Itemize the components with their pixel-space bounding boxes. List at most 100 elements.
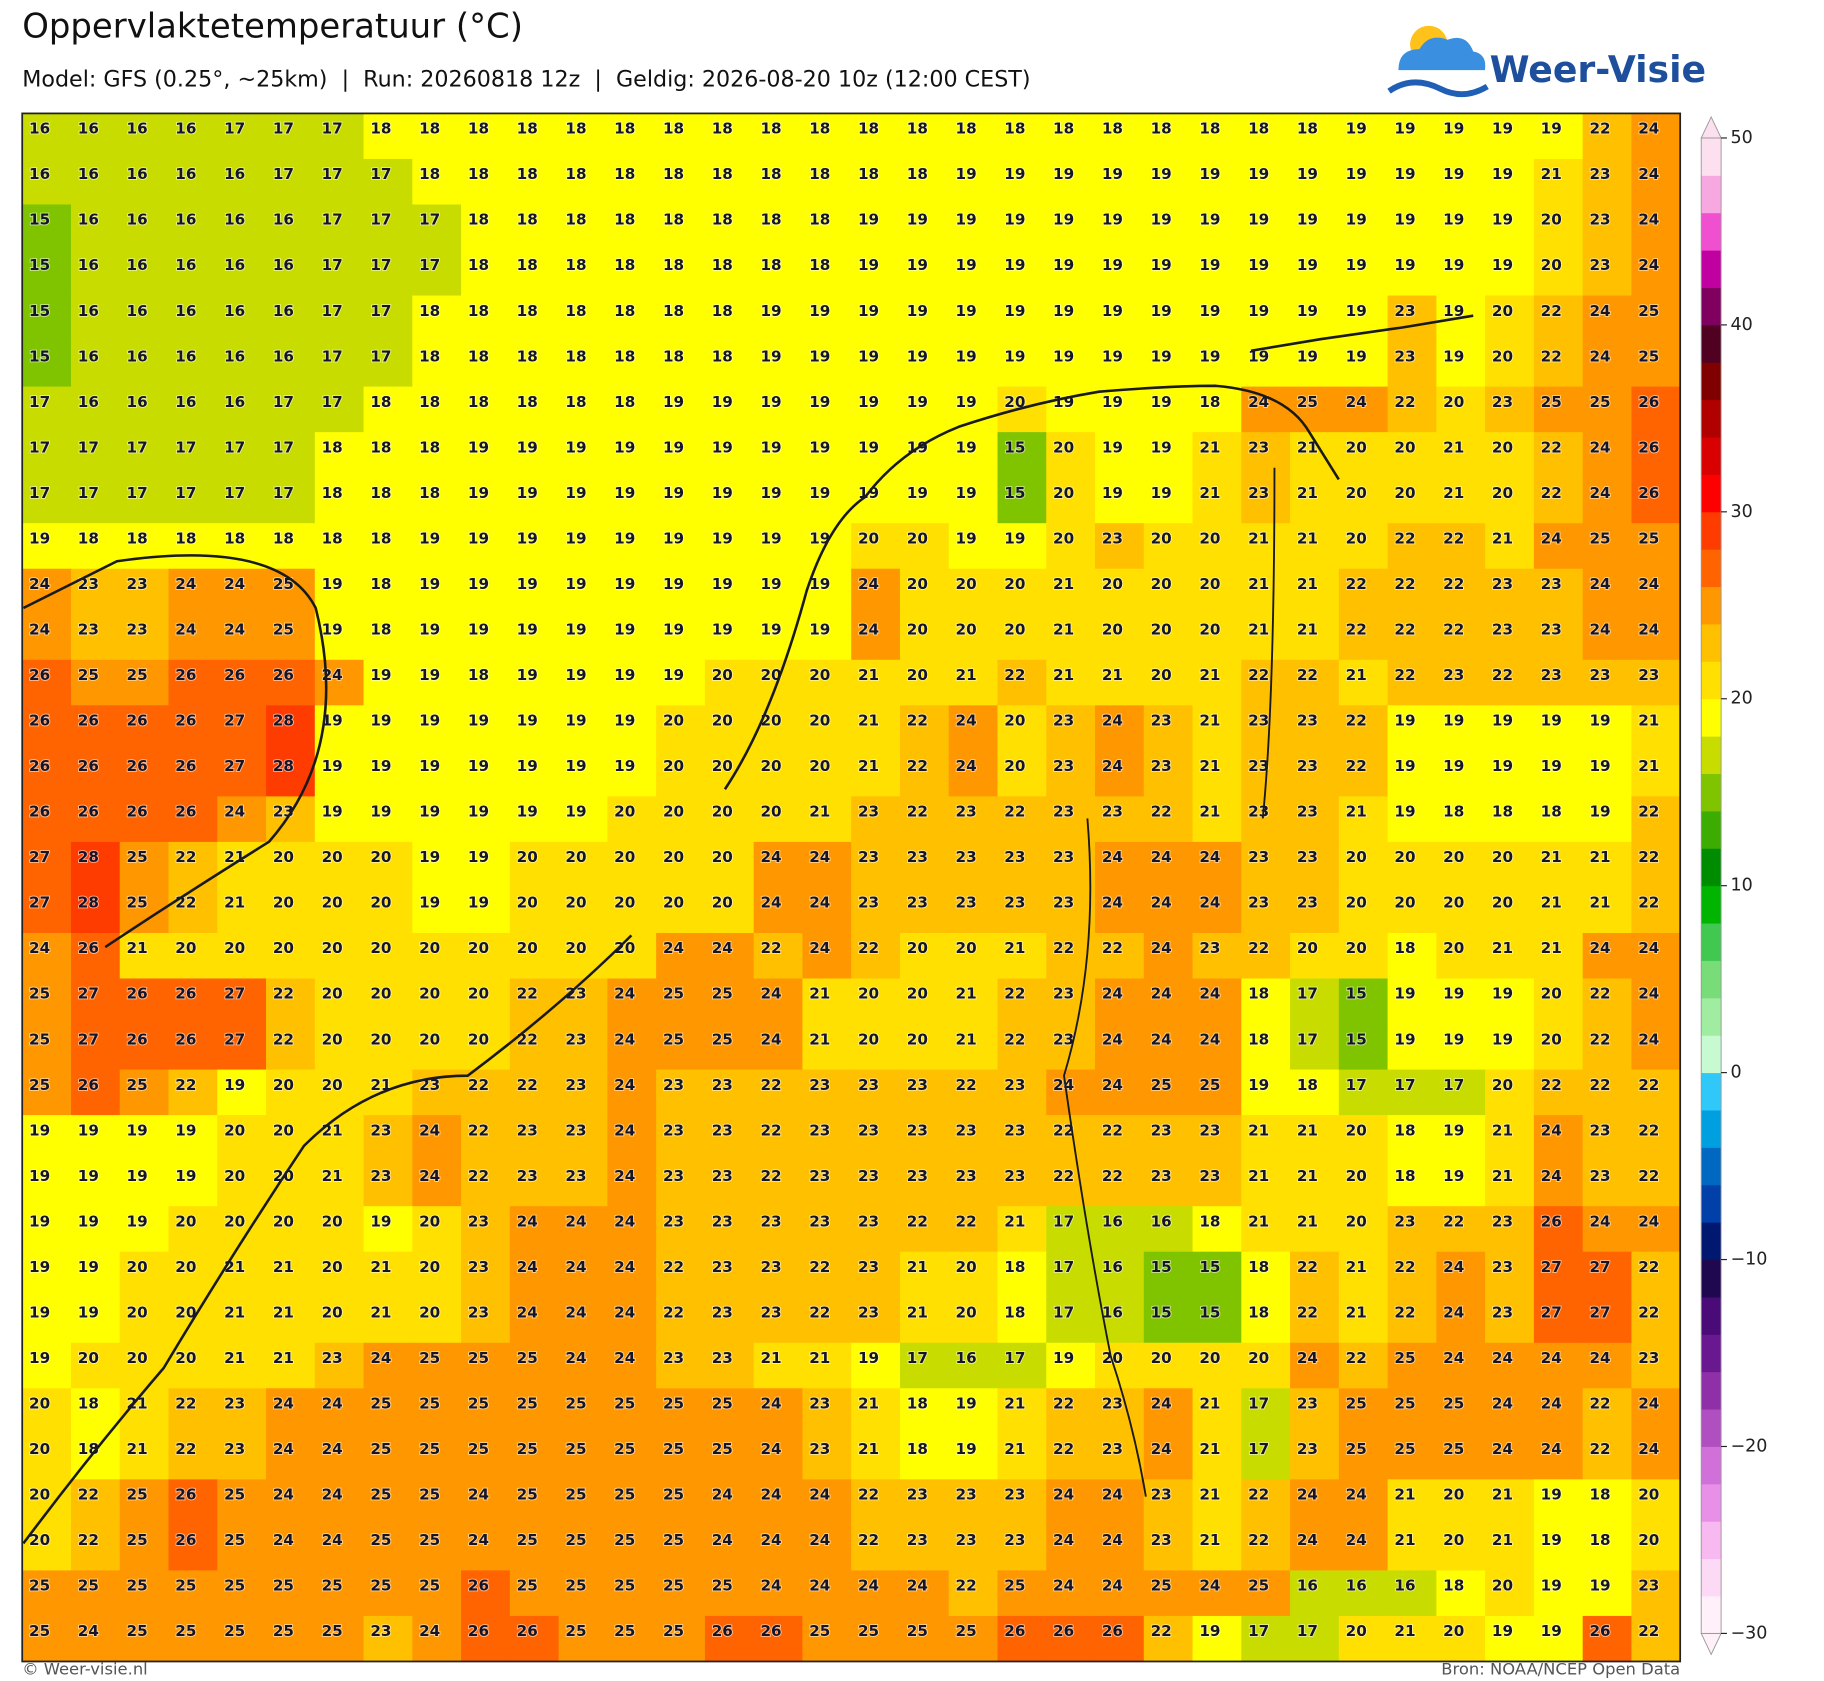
temperature-label: 27 [1541, 1303, 1562, 1321]
temperature-label: 24 [468, 1486, 489, 1504]
temperature-label: 19 [956, 302, 977, 320]
temperature-label: 19 [809, 484, 830, 502]
colorbar-segment [1701, 549, 1722, 588]
colorbar-tick-label: 30 [1730, 502, 1752, 522]
temperature-cell [22, 705, 72, 752]
temperature-label: 20 [1541, 211, 1562, 229]
temperature-label: 17 [322, 302, 343, 320]
temperature-cell [753, 250, 804, 297]
temperature-label: 23 [127, 575, 148, 593]
temperature-cell [558, 386, 608, 433]
temperature-label: 19 [517, 621, 538, 639]
temperature-label: 15 [29, 302, 50, 320]
temperature-label: 19 [322, 757, 343, 775]
temperature-cell [217, 386, 267, 433]
temperature-label: 24 [517, 1258, 538, 1276]
temperature-label: 19 [956, 393, 977, 411]
temperature-label: 23 [224, 1440, 245, 1458]
temperature-label: 24 [858, 575, 879, 593]
temperature-label: 24 [712, 1486, 733, 1504]
temperature-label: 18 [712, 256, 733, 274]
temperature-label: 25 [127, 666, 148, 684]
temperature-label: 24 [419, 1622, 440, 1640]
temperature-label: 17 [370, 211, 391, 229]
temperature-label: 19 [760, 621, 781, 639]
temperature-label: 19 [809, 438, 830, 456]
temperature-cell [1046, 1251, 1096, 1298]
temperature-cell [412, 158, 462, 206]
temperature-label: 22 [1638, 848, 1659, 866]
temperature-cell [1338, 750, 1389, 797]
temperature-cell [119, 1342, 170, 1389]
temperature-label: 25 [127, 1531, 148, 1549]
temperature-label: 28 [78, 894, 99, 912]
temperature-cell [1241, 614, 1291, 661]
temperature-label: 24 [1151, 848, 1172, 866]
title: Oppervlaktetemperatuur (°C) [22, 6, 523, 45]
temperature-cell [509, 113, 560, 160]
temperature-label: 25 [224, 1577, 245, 1595]
temperature-label: 23 [517, 1167, 538, 1185]
temperature-cell [70, 978, 121, 1025]
temperature-cell [1485, 1251, 1535, 1298]
temperature-label: 25 [1394, 1395, 1415, 1413]
temperature-cell [851, 705, 901, 752]
temperature-cell [753, 1251, 804, 1298]
temperature-cell [948, 1251, 999, 1298]
temperature-label: 17 [29, 484, 50, 502]
temperature-cell [119, 1433, 170, 1480]
temperature-cell [1143, 113, 1194, 160]
temperature-cell [1338, 1206, 1389, 1253]
temperature-cell [753, 432, 804, 479]
temperature-cell [1485, 932, 1535, 980]
temperature-label: 19 [809, 347, 830, 365]
temperature-label: 19 [663, 393, 684, 411]
temperature-label: 19 [29, 1167, 50, 1185]
temperature-label: 18 [517, 211, 538, 229]
temperature-label: 20 [1199, 1349, 1220, 1367]
temperature-cell [948, 1069, 999, 1116]
temperature-label: 25 [127, 1076, 148, 1094]
temperature-label: 21 [1199, 712, 1220, 730]
temperature-label: 19 [1297, 165, 1318, 183]
temperature-cell [997, 750, 1047, 797]
temperature-label: 15 [1004, 484, 1025, 502]
temperature-cell [1143, 1069, 1194, 1116]
temperature-label: 22 [956, 1212, 977, 1230]
temperature-label: 15 [1346, 985, 1367, 1003]
temperature-cell [1485, 750, 1535, 797]
temperature-cell [119, 341, 170, 388]
temperature-label: 25 [468, 1395, 489, 1413]
temperature-cell [70, 705, 121, 752]
temperature-label: 18 [1004, 1303, 1025, 1321]
temperature-label: 20 [1053, 529, 1074, 547]
temperature-label: 22 [1638, 1258, 1659, 1276]
temperature-label: 24 [1199, 985, 1220, 1003]
temperature-label: 19 [858, 347, 879, 365]
temperature-label: 23 [1053, 985, 1074, 1003]
temperature-cell [948, 841, 999, 889]
temperature-label: 24 [858, 621, 879, 639]
temperature-label: 19 [1492, 712, 1513, 730]
temperature-label: 26 [127, 712, 148, 730]
temperature-cell [1241, 1251, 1291, 1298]
temperature-label: 27 [224, 757, 245, 775]
temperature-cell [851, 932, 901, 980]
temperature-cell [461, 659, 511, 706]
temperature-cell [1631, 1024, 1681, 1071]
temperature-cell [558, 796, 608, 843]
temperature-label: 17 [1053, 1303, 1074, 1321]
colorbar-tick-label: 40 [1730, 315, 1752, 335]
temperature-label: 22 [1443, 1212, 1464, 1230]
temperature-cell [1192, 158, 1242, 206]
temperature-label: 25 [517, 1577, 538, 1595]
temperature-label: 21 [1394, 1486, 1415, 1504]
temperature-cell [314, 1206, 365, 1253]
temperature-label: 24 [1638, 1030, 1659, 1048]
temperature-cell [1290, 341, 1340, 388]
temperature-cell [266, 250, 316, 297]
temperature-cell [802, 250, 852, 297]
temperature-cell [1143, 1251, 1194, 1298]
temperature-cell [1338, 1388, 1389, 1435]
